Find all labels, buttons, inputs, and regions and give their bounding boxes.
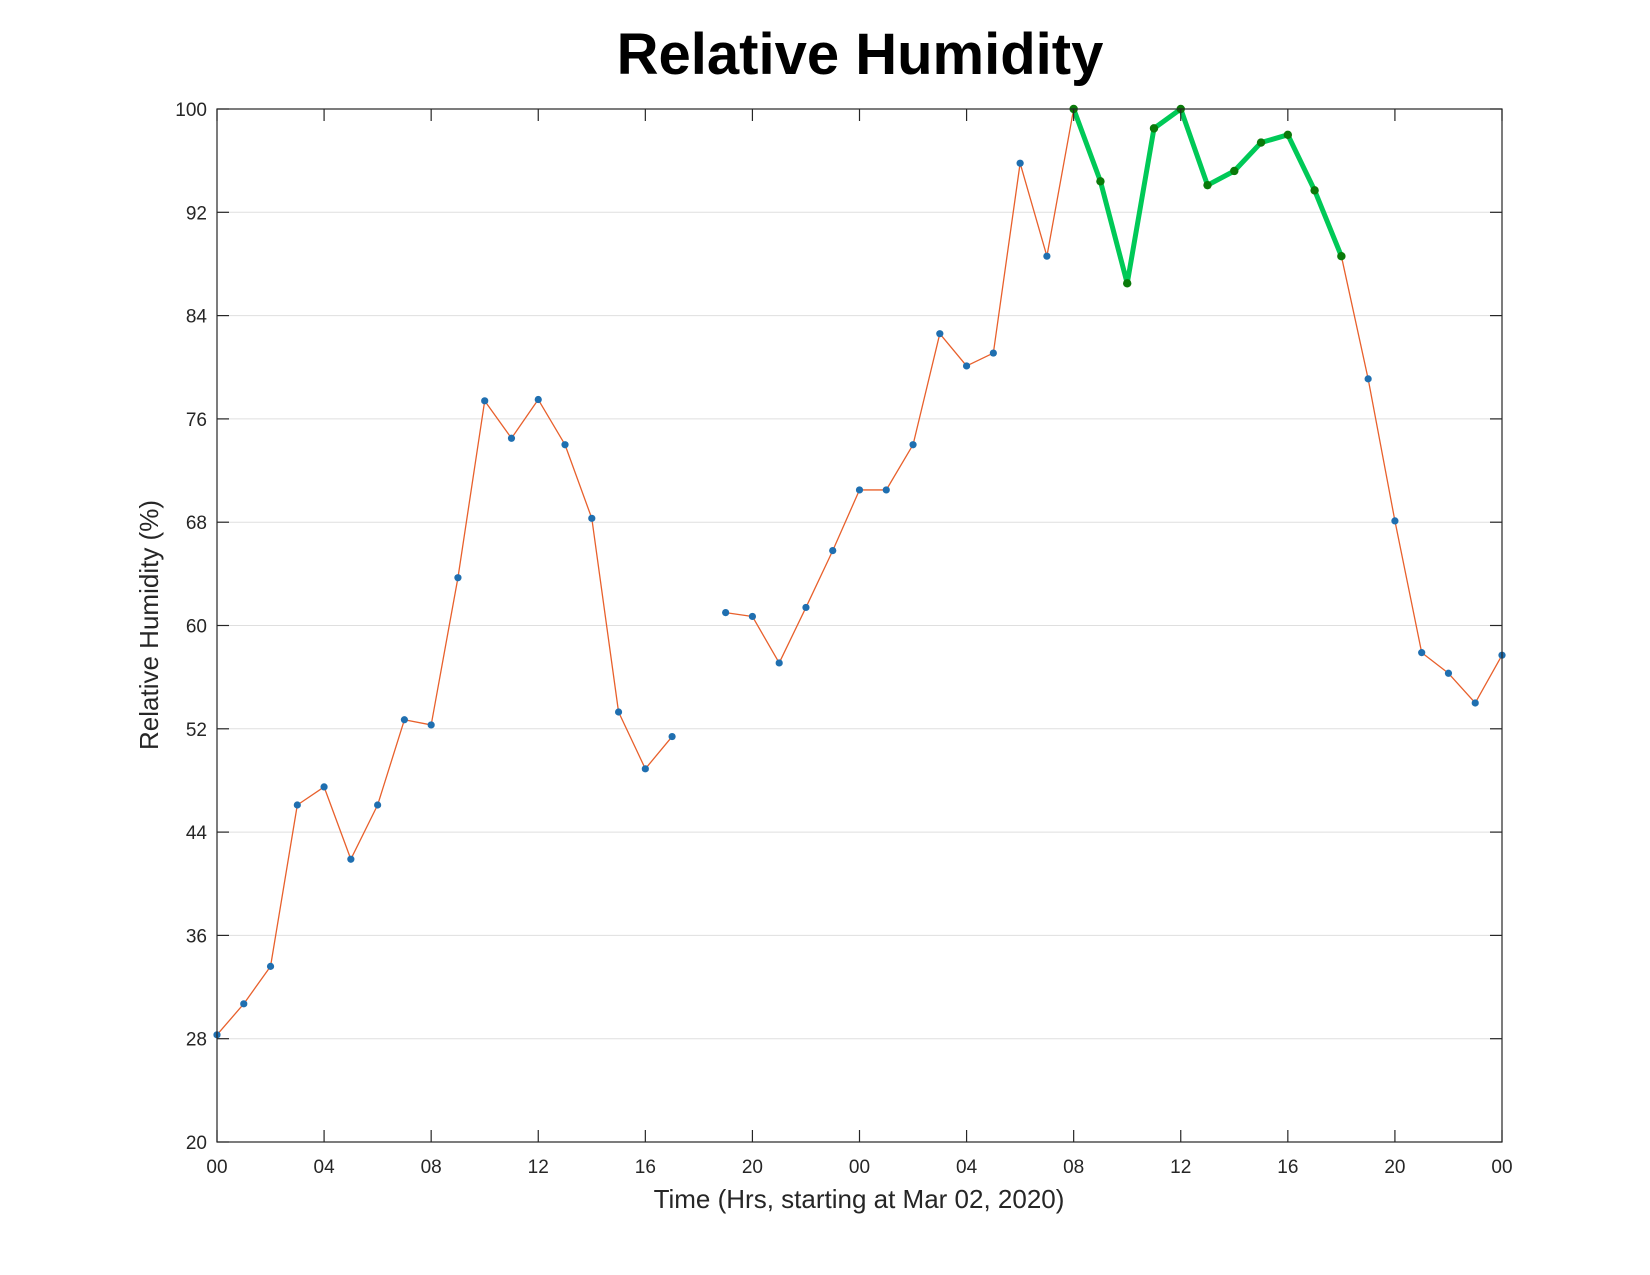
y-tick-label: 20 — [186, 1133, 207, 1154]
data-point — [400, 716, 408, 724]
y-tick-label: 100 — [175, 100, 207, 121]
data-point — [561, 441, 569, 449]
x-tick-label: 00 — [1491, 1157, 1512, 1178]
data-point — [266, 962, 275, 970]
x-tick-label: 20 — [1384, 1157, 1405, 1178]
series-layer — [213, 104, 1506, 1039]
x-tick-label: 04 — [314, 1157, 336, 1178]
data-point — [507, 434, 516, 442]
highlight-line — [1071, 106, 1344, 286]
y-tick-label: 36 — [186, 926, 207, 947]
data-point — [374, 801, 382, 809]
data-point — [641, 765, 649, 773]
data-point — [240, 1000, 248, 1008]
x-axis-label: Time (Hrs, starting at Mar 02, 2020) — [654, 1184, 1065, 1214]
data-point — [909, 441, 917, 449]
x-tick-label: 16 — [1277, 1157, 1298, 1178]
axis-ticks: 20 28 36 44 52 60 68 76 84 92 100 00 04 08 12 16 20 00 04 0… — [175, 100, 1512, 1178]
data-point — [1364, 375, 1372, 383]
data-point — [320, 783, 328, 791]
y-tick-label: 76 — [186, 410, 207, 431]
humidity-series — [213, 105, 1506, 1039]
data-point — [293, 801, 301, 809]
x-tick-label: 08 — [421, 1157, 442, 1178]
data-point — [962, 362, 971, 370]
y-tick-label: 68 — [186, 513, 207, 534]
data-point — [989, 349, 997, 357]
data-point — [855, 486, 864, 494]
y-tick-label: 28 — [186, 1030, 207, 1051]
chart-title: Relative Humidity — [617, 22, 1104, 87]
data-point — [882, 486, 890, 494]
data-point — [1043, 252, 1051, 260]
highlight-point — [1310, 186, 1319, 195]
data-point — [668, 732, 676, 741]
y-tick-label: 60 — [186, 617, 207, 638]
y-tick-label: 52 — [186, 720, 207, 741]
y-axis-label: Relative Humidity (%) — [134, 500, 164, 750]
highlight-point — [1096, 177, 1105, 186]
highlight-point — [1149, 124, 1159, 133]
y-tick-label: 92 — [186, 203, 207, 224]
data-point — [802, 603, 810, 612]
data-point — [534, 395, 542, 404]
series-line — [725, 108, 1503, 704]
data-point — [829, 547, 837, 555]
data-point — [427, 721, 435, 729]
highlight-series — [1069, 104, 1346, 288]
gridlines — [217, 108, 1502, 1143]
data-point — [936, 330, 944, 338]
x-tick-label: 20 — [742, 1157, 763, 1178]
data-point — [1016, 159, 1024, 167]
highlight-point — [1337, 252, 1346, 261]
data-point — [454, 574, 462, 582]
highlight-point — [1203, 180, 1212, 190]
data-point — [614, 708, 623, 716]
data-point — [748, 612, 757, 621]
data-point — [347, 855, 355, 863]
y-tick-label: 44 — [186, 823, 208, 844]
data-point — [1391, 517, 1399, 525]
data-point — [1471, 699, 1479, 707]
x-tick-label: 00 — [849, 1157, 870, 1178]
x-tick-label: 04 — [956, 1157, 978, 1178]
data-point — [1444, 669, 1453, 677]
series-line — [216, 398, 673, 1036]
y-tick-label: 84 — [186, 307, 208, 328]
highlight-point — [1230, 166, 1239, 176]
highlight-point — [1283, 130, 1293, 140]
x-tick-label: 08 — [1063, 1157, 1084, 1178]
data-point — [775, 659, 783, 667]
data-point — [722, 608, 730, 617]
data-point — [481, 397, 489, 405]
highlight-point — [1123, 279, 1132, 288]
x-tick-label: 00 — [206, 1157, 227, 1178]
highlight-point — [1256, 138, 1266, 147]
x-tick-label: 12 — [1170, 1157, 1191, 1178]
x-tick-label: 12 — [528, 1157, 549, 1178]
data-point — [1418, 649, 1426, 657]
data-point — [588, 514, 596, 522]
x-tick-label: 16 — [635, 1157, 656, 1178]
